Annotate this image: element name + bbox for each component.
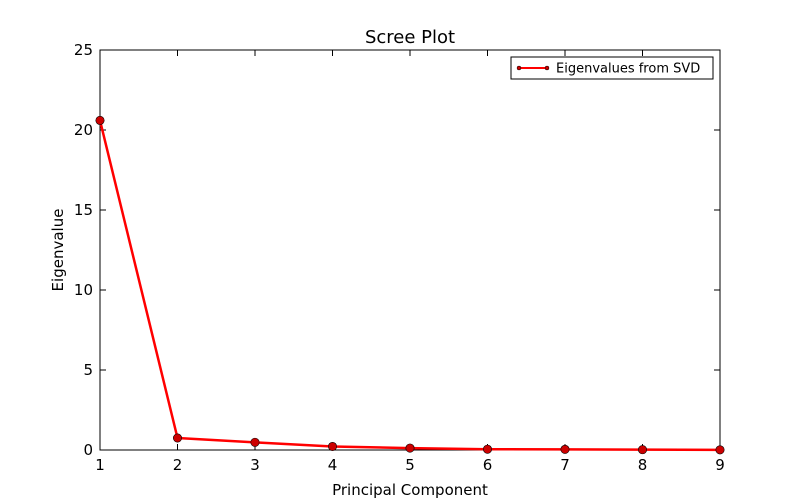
legend-marker-left: [516, 65, 522, 71]
chart-title: Scree Plot: [365, 27, 455, 48]
y-tick-label-5: 5: [83, 361, 93, 379]
data-point-1: [95, 115, 105, 125]
data-point-5: [405, 443, 415, 453]
x-tick-label-8: 8: [638, 456, 648, 474]
data-point-3: [250, 437, 260, 447]
series-layer: [95, 115, 725, 455]
y-tick-label-20: 20: [74, 121, 93, 139]
data-point-4: [327, 441, 337, 451]
plot-frame: [99, 49, 721, 451]
x-tick-label-9: 9: [715, 456, 725, 474]
data-point-8: [637, 445, 647, 455]
x-tick-label-7: 7: [560, 456, 570, 474]
x-tick-label-1: 1: [95, 456, 105, 474]
y-tick-label-10: 10: [74, 281, 93, 299]
x-tick-label-2: 2: [173, 456, 183, 474]
x-tick-label-6: 6: [483, 456, 493, 474]
x-tick-label-4: 4: [328, 456, 338, 474]
data-point-7: [560, 444, 570, 454]
data-point-6: [482, 444, 492, 454]
y-tick-label-0: 0: [83, 441, 93, 459]
legend-marker-right: [544, 65, 550, 71]
x-axis-label: Principal Component: [332, 481, 488, 499]
axis-tick-labels: 1 2 3 4 5 6 7 8 9 0 5 10 15 20 25: [74, 41, 725, 474]
legend: Eigenvalues from SVD: [510, 56, 714, 80]
data-point-9: [715, 445, 725, 455]
legend-frame: [510, 56, 714, 80]
data-point-2: [173, 433, 183, 443]
plot-area: 1 2 3 4 5 6 7 8 9 0 5 10 15 20 25: [74, 41, 725, 474]
x-tick-label-5: 5: [405, 456, 415, 474]
x-tick-label-3: 3: [250, 456, 260, 474]
y-tick-label-25: 25: [74, 41, 93, 59]
y-axis-label: Eigenvalue: [49, 209, 67, 292]
y-tick-label-15: 15: [74, 201, 93, 219]
legend-label: Eigenvalues from SVD: [556, 62, 700, 77]
